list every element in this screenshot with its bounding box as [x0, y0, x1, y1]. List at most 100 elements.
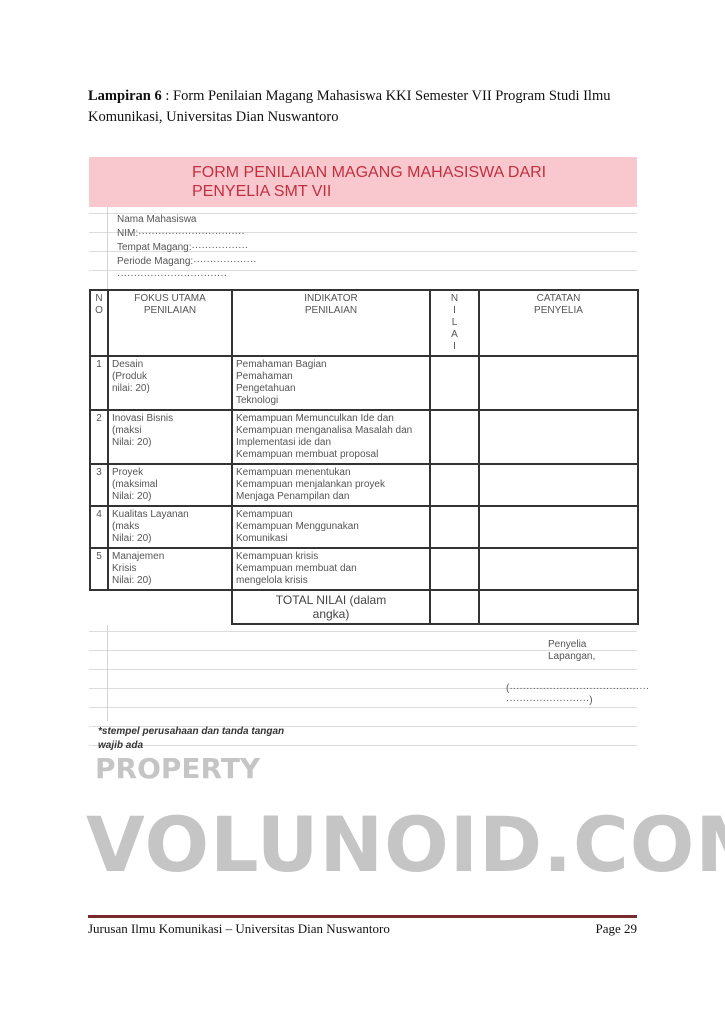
table-row: 4 Kualitas Layanan (maks Nilai: 20) Kemampua…: [89, 505, 639, 549]
field-nim: NIM:································: [117, 228, 245, 239]
row-number-cell: 5: [89, 547, 109, 591]
row-fokus: (maksi: [112, 425, 142, 436]
table-row: 2 Inovasi Bisnis (maksi Nilai: 20) Kemampuan…: [89, 409, 639, 465]
row-fokus-cell: Kualitas Layanan (maks Nilai: 20): [107, 505, 233, 549]
row-fokus: Manajemen: [112, 551, 165, 562]
title-band: FORM PENILAIAN MAGANG MAHASISWA DARI PEN…: [89, 157, 637, 207]
row-fokus: Nilai: 20): [112, 491, 152, 502]
row-catatan-cell: [478, 409, 639, 465]
row-nilai-cell: [429, 409, 480, 465]
row-fokus: (maks: [112, 521, 140, 532]
row-fokus-cell: Inovasi Bisnis (maksi Nilai: 20): [107, 409, 233, 465]
row-fokus: Nilai: 20): [112, 437, 152, 448]
signer-label-1: Penyelia: [548, 639, 587, 650]
row-indikator: Pemahaman: [236, 371, 293, 382]
header-fokus: FOKUS UTAMA PENILAIAN: [107, 289, 233, 357]
footer-rule: [88, 915, 637, 918]
signature-line-2: ·························): [506, 695, 593, 706]
page-number: Page 29: [595, 921, 637, 936]
row-indikator: Pengetahuan: [236, 383, 296, 394]
row-number: 5: [96, 551, 102, 562]
note-line-2: wajib ada: [98, 740, 144, 751]
table-header-row: N O FOKUS UTAMA PENILAIAN INDIKATOR PENI…: [89, 289, 639, 357]
row-fokus: Krisis: [112, 563, 137, 574]
total-label-cell: TOTAL NILAI (dalam angka): [231, 589, 431, 625]
row-fokus: (maksimal: [112, 479, 158, 490]
table-row: 1 Desain (Produk nilai: 20) Pemahaman Bagian…: [89, 355, 639, 411]
field-dots: ·································: [117, 270, 227, 281]
assessment-form-image: FORM PENILAIAN MAGANG MAHASISWA DARI PEN…: [89, 157, 649, 759]
row-nilai-cell: [429, 505, 480, 549]
row-number-cell: 2: [89, 409, 109, 465]
row-number: 3: [96, 467, 102, 478]
header-penilaian: PENILAIAN: [304, 305, 358, 316]
signature-line-1: (·······································…: [506, 683, 650, 694]
note-line-1: *stempel perusahaan dan tanda tangan: [98, 726, 285, 737]
row-indikator: Teknologi: [236, 395, 279, 406]
row-fokus: Nilai: 20): [112, 575, 152, 586]
table-row: 3 Proyek (maksimal Nilai: 20) Kemampuan mene…: [89, 463, 639, 507]
row-fokus: Nilai: 20): [112, 533, 152, 544]
field-periode: Periode Magang:···················: [117, 256, 257, 267]
row-catatan-cell: [478, 547, 639, 591]
row-indikator: Kemampuan menjalankan proyek: [236, 479, 385, 490]
row-fokus: Proyek: [112, 467, 144, 478]
header-nilai-i: I: [453, 305, 456, 316]
row-indikator: Implementasi ide dan: [236, 437, 332, 448]
row-catatan-cell: [478, 505, 639, 549]
row-number: 4: [96, 509, 102, 520]
row-indikator: mengelola krisis: [236, 575, 308, 586]
row-fokus: Desain: [112, 359, 144, 370]
form-title-line1: FORM PENILAIAN MAGANG MAHASISWA DARI: [192, 164, 547, 181]
row-catatan-cell: [478, 355, 639, 411]
signature-area: Penyelia Lapangan, (····················…: [107, 625, 649, 721]
total-row: TOTAL NILAI (dalam angka): [90, 589, 639, 625]
total-blank: [90, 590, 233, 624]
row-indikator: Pemahaman Bagian: [236, 359, 327, 370]
row-fokus: Kualitas Layanan: [112, 509, 189, 520]
header-nilai-l: L: [451, 317, 458, 328]
header-fokus-1: FOKUS UTAMA: [134, 293, 206, 304]
note: *stempel perusahaan dan tanda tangan waj…: [89, 721, 637, 759]
row-nilai-cell: [429, 463, 480, 507]
header-no: N O: [89, 289, 109, 357]
row-indikator-cell: Kemampuan menentukan Kemampuan menjalanka…: [231, 463, 431, 507]
header-catatan: CATATAN PENYELIA: [478, 289, 639, 357]
header-nilai-a: A: [451, 329, 458, 340]
row-indikator: Kemampuan Menggunakan: [236, 521, 359, 532]
form-title-line2: PENYELIA SMT VII: [192, 183, 332, 200]
row-indikator: Kemampuan membuat dan: [236, 563, 357, 574]
row-indikator: Kemampuan Memunculkan Ide dan: [236, 413, 394, 424]
header-indikator: INDIKATOR: [304, 293, 358, 304]
header-catatan-1: CATATAN: [536, 293, 581, 304]
footer-left: Jurusan Ilmu Komunikasi – Universitas Di…: [88, 921, 390, 936]
caption-separator: :: [161, 88, 173, 104]
row-fokus: nilai: 20): [112, 383, 150, 394]
row-number: 2: [96, 413, 102, 424]
row-fokus-cell: Desain (Produk nilai: 20): [107, 355, 233, 411]
row-indikator-cell: Pemahaman Bagian Pemahaman Pengetahuan Tekn…: [231, 355, 431, 411]
row-indikator: Menjaga Penampilan dan: [236, 491, 350, 502]
header-nilai-i2: I: [453, 341, 456, 352]
row-number-cell: 4: [89, 505, 109, 549]
row-indikator: Kemampuan membuat proposal: [236, 449, 379, 460]
header-nilai: N I L A I: [429, 289, 480, 357]
row-indikator: Kemampuan menentukan: [236, 467, 351, 478]
header-nilai-n: N: [450, 293, 459, 304]
caption: Lampiran 6 : Form Penilaian Magang Mahas…: [88, 86, 648, 128]
field-nama: Nama Mahasiswa: [117, 214, 197, 225]
assessment-table: N O FOKUS UTAMA PENILAIAN INDIKATOR PENI…: [89, 289, 639, 625]
row-indikator: Kemampuan menganalisa Masalah dan: [236, 425, 413, 436]
header-no-2: O: [95, 305, 103, 316]
table-row: 5 Manajemen Krisis Nilai: 20) Kemampuan kris…: [89, 547, 639, 591]
row-fokus: (Produk: [112, 371, 148, 382]
header-indikator-cell: INDIKATOR PENILAIAN: [231, 289, 431, 357]
row-indikator-cell: Kemampuan Memunculkan Ide dan Kemampuan m…: [231, 409, 431, 465]
row-catatan-cell: [478, 463, 639, 507]
watermark-domain: VOLUNOID.COM: [86, 800, 725, 889]
row-fokus: Inovasi Bisnis: [112, 413, 174, 424]
total-nilai-cell: [429, 589, 480, 625]
row-fokus-cell: Manajemen Krisis Nilai: 20): [107, 547, 233, 591]
row-number: 1: [96, 359, 102, 370]
